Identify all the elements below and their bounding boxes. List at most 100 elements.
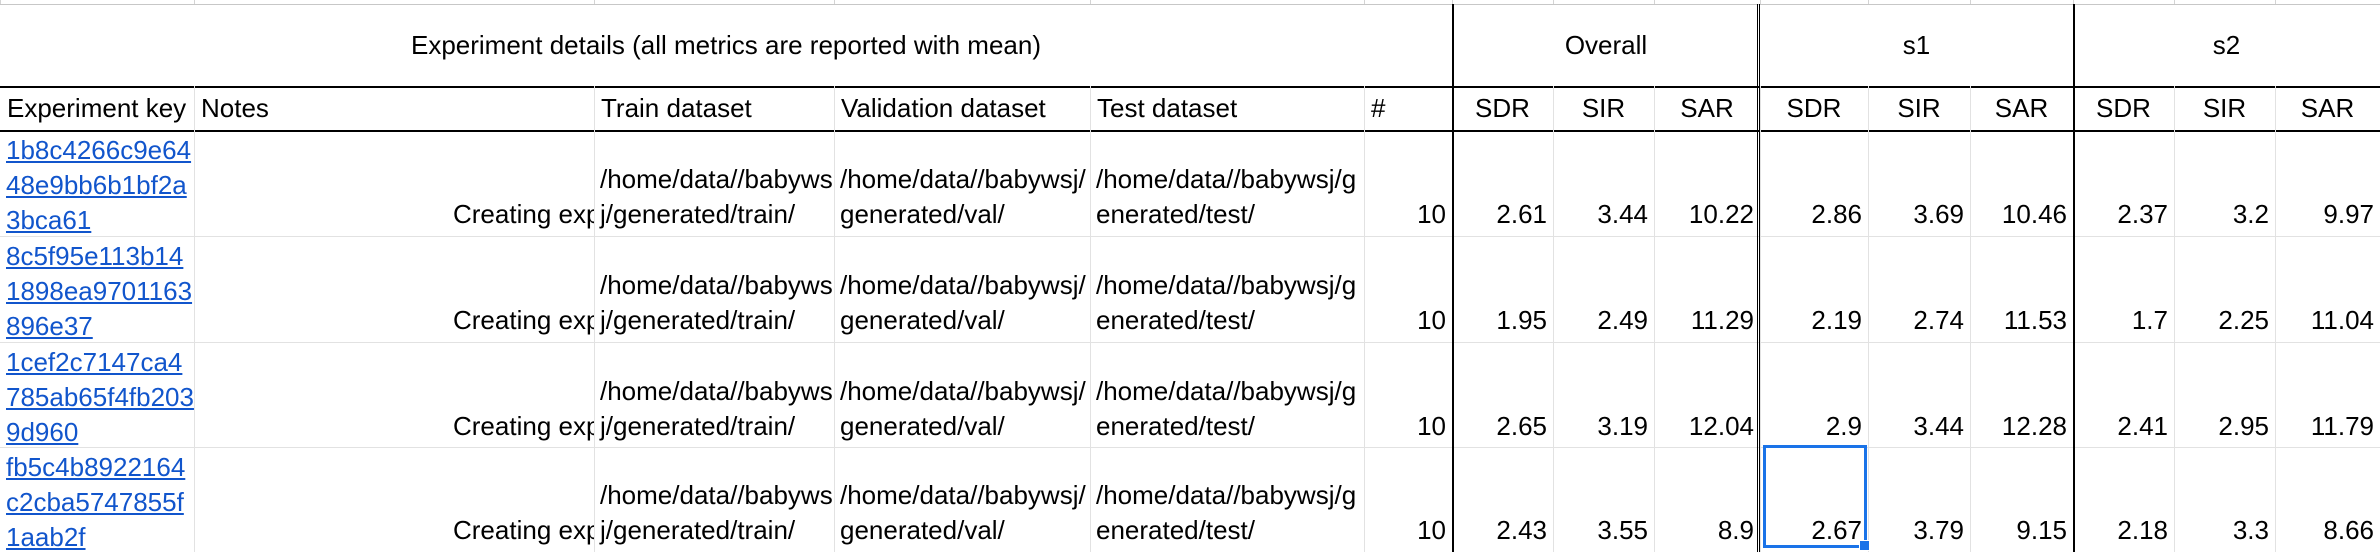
cell-overall-sar[interactable]: 12.04: [1654, 342, 1760, 448]
experiment-key-link-value[interactable]: 1cef2c7147ca4785ab65f4fb2039d960: [6, 347, 194, 447]
cell-overall-sir[interactable]: 2.49: [1553, 236, 1654, 342]
cell-overall-sir[interactable]: 3.55: [1553, 447, 1654, 552]
cell-overall-sar[interactable]: 10.22: [1654, 130, 1760, 236]
cell-test[interactable]: /home/data//babywsj/generated/test/: [1090, 236, 1364, 342]
cell-s1-sar-value: 11.53: [2003, 305, 2067, 335]
cell-overall-sir[interactable]: 3.19: [1553, 342, 1654, 448]
cell-overall-sar-value: 8.9: [1717, 515, 1754, 545]
cell-s1-sar[interactable]: 10.46: [1970, 130, 2073, 236]
cell-overall-sdr-value: 1.95: [1496, 305, 1547, 335]
cell-overall-sir-value: 3.55: [1597, 515, 1648, 545]
cell-test[interactable]: /home/data//babywsj/generated/test/: [1090, 130, 1364, 236]
cell-s1-sdr[interactable]: 2.19: [1760, 236, 1868, 342]
column-header-s1-sir[interactable]: SIR: [1868, 86, 1970, 130]
cell-train[interactable]: /home/data//babywsj/generated/train/: [594, 447, 834, 552]
column-header-overall-sdr[interactable]: SDR: [1452, 86, 1553, 130]
cell-s1-sar[interactable]: 9.15: [1970, 447, 2073, 552]
fill-handle[interactable]: [1859, 540, 1870, 551]
cell-train[interactable]: /home/data//babywsj/generated/train/: [594, 130, 834, 236]
cell-notes[interactable]: Creating experiment 1/4 for s: [194, 447, 594, 552]
cell-s2-sar[interactable]: 11.79: [2275, 342, 2380, 448]
cell-s2-sir[interactable]: 3.2: [2174, 130, 2275, 236]
cell-s2-sir[interactable]: 2.95: [2174, 342, 2275, 448]
cell-notes[interactable]: Creating experiment 3/4 for s: [194, 236, 594, 342]
group-header-overall[interactable]: Overall: [1452, 4, 1760, 86]
column-header-s1-sar[interactable]: SAR: [1970, 86, 2073, 130]
cell-val[interactable]: /home/data//babywsj/generated/val/: [834, 236, 1090, 342]
cell-overall-sdr[interactable]: 2.43: [1452, 447, 1553, 552]
cell-s1-sar[interactable]: 12.28: [1970, 342, 2073, 448]
cell-test[interactable]: /home/data//babywsj/generated/test/: [1090, 447, 1364, 552]
cell-num[interactable]: 10: [1364, 236, 1452, 342]
cell-val[interactable]: /home/data//babywsj/generated/val/: [834, 447, 1090, 552]
column-header-overall-sir[interactable]: SIR: [1553, 86, 1654, 130]
cell-s2-sar[interactable]: 8.66: [2275, 447, 2380, 552]
cell-train[interactable]: /home/data//babywsj/generated/train/: [594, 342, 834, 448]
cell-s2-sar-value: 8.66: [2323, 515, 2374, 545]
cell-s2-sar[interactable]: 9.97: [2275, 130, 2380, 236]
column-header-test[interactable]: Test dataset: [1090, 86, 1364, 130]
column-header-s2-sir[interactable]: SIR: [2174, 86, 2275, 130]
cell-val[interactable]: /home/data//babywsj/generated/val/: [834, 342, 1090, 448]
cell-s1-sdr[interactable]: 2.86: [1760, 130, 1868, 236]
group-header-details[interactable]: Experiment details (all metrics are repo…: [0, 4, 1452, 86]
selected-cell-outline[interactable]: [1763, 445, 1870, 551]
column-header-key[interactable]: Experiment key: [0, 86, 194, 130]
experiment-key-link-value[interactable]: 8c5f95e113b141898ea9701163896e37: [6, 241, 193, 341]
cell-overall-sir[interactable]: 3.44: [1553, 130, 1654, 236]
group-header-s1[interactable]: s1: [1760, 4, 2073, 86]
cell-s1-sar[interactable]: 11.53: [1970, 236, 2073, 342]
cell-s2-sdr[interactable]: 2.18: [2073, 447, 2174, 552]
column-header-train[interactable]: Train dataset: [594, 86, 834, 130]
cell-notes[interactable]: Creating experiment 4/4 for s: [194, 130, 594, 236]
cell-s2-sdr[interactable]: 2.37: [2073, 130, 2174, 236]
column-header-s2-sdr[interactable]: SDR: [2073, 86, 2174, 130]
cell-s2-sdr[interactable]: 1.7: [2073, 236, 2174, 342]
experiment-key-link[interactable]: 8c5f95e113b141898ea9701163896e37: [0, 236, 194, 342]
column-gridline: [1868, 86, 1869, 552]
column-header-s2-sar[interactable]: SAR: [2275, 86, 2380, 130]
column-divider-tick: [2174, 0, 2175, 4]
cell-s1-sdr[interactable]: 2.67: [1760, 447, 1868, 552]
cell-num[interactable]: 10: [1364, 447, 1452, 552]
experiment-key-link-value[interactable]: 1b8c4266c9e6448e9bb6b1bf2a3bca61: [6, 135, 192, 235]
cell-overall-sdr[interactable]: 1.95: [1452, 236, 1553, 342]
cell-num[interactable]: 10: [1364, 342, 1452, 448]
column-header-num[interactable]: #: [1364, 86, 1452, 130]
group-border-line: [2073, 4, 2075, 552]
cell-s1-sir[interactable]: 3.69: [1868, 130, 1970, 236]
cell-s1-sdr[interactable]: 2.9: [1760, 342, 1868, 448]
cell-overall-sdr-value: 2.43: [1496, 515, 1547, 545]
experiment-key-link[interactable]: 1cef2c7147ca4785ab65f4fb2039d960: [0, 342, 194, 448]
cell-s1-sir[interactable]: 3.44: [1868, 342, 1970, 448]
cell-overall-sar[interactable]: 8.9: [1654, 447, 1760, 552]
cell-s2-sdr[interactable]: 2.41: [2073, 342, 2174, 448]
cell-s2-sar[interactable]: 11.04: [2275, 236, 2380, 342]
cell-num-value: 10: [1417, 411, 1446, 441]
column-gridline: [1654, 86, 1655, 552]
cell-overall-sdr[interactable]: 2.61: [1452, 130, 1553, 236]
cell-s1-sir[interactable]: 3.79: [1868, 447, 1970, 552]
column-header-overall-sar[interactable]: SAR: [1654, 86, 1760, 130]
experiment-key-link[interactable]: 1b8c4266c9e6448e9bb6b1bf2a3bca61: [0, 130, 194, 236]
column-divider-tick: [834, 0, 835, 4]
cell-s2-sir[interactable]: 2.25: [2174, 236, 2275, 342]
cell-test[interactable]: /home/data//babywsj/generated/test/: [1090, 342, 1364, 448]
cell-notes[interactable]: Creating experiment 2/4 for s: [194, 342, 594, 448]
column-header-val[interactable]: Validation dataset: [834, 86, 1090, 130]
cell-val[interactable]: /home/data//babywsj/generated/val/: [834, 130, 1090, 236]
experiment-key-link-value[interactable]: fb5c4b8922164c2cba5747855f1aab2f: [6, 452, 186, 552]
cell-overall-sdr[interactable]: 2.65: [1452, 342, 1553, 448]
experiment-key-link[interactable]: fb5c4b8922164c2cba5747855f1aab2f: [0, 447, 194, 552]
cell-num[interactable]: 10: [1364, 130, 1452, 236]
column-header-notes[interactable]: Notes: [194, 86, 594, 130]
cell-train[interactable]: /home/data//babywsj/generated/train/: [594, 236, 834, 342]
cell-s1-sir[interactable]: 2.74: [1868, 236, 1970, 342]
cell-s2-sir-value: 3.2: [2232, 199, 2269, 229]
cell-overall-sar[interactable]: 11.29: [1654, 236, 1760, 342]
column-divider-tick: [1364, 0, 1365, 4]
cell-s2-sir[interactable]: 3.3: [2174, 447, 2275, 552]
group-header-s2[interactable]: s2: [2073, 4, 2380, 86]
column-header-s1-sdr[interactable]: SDR: [1760, 86, 1868, 130]
